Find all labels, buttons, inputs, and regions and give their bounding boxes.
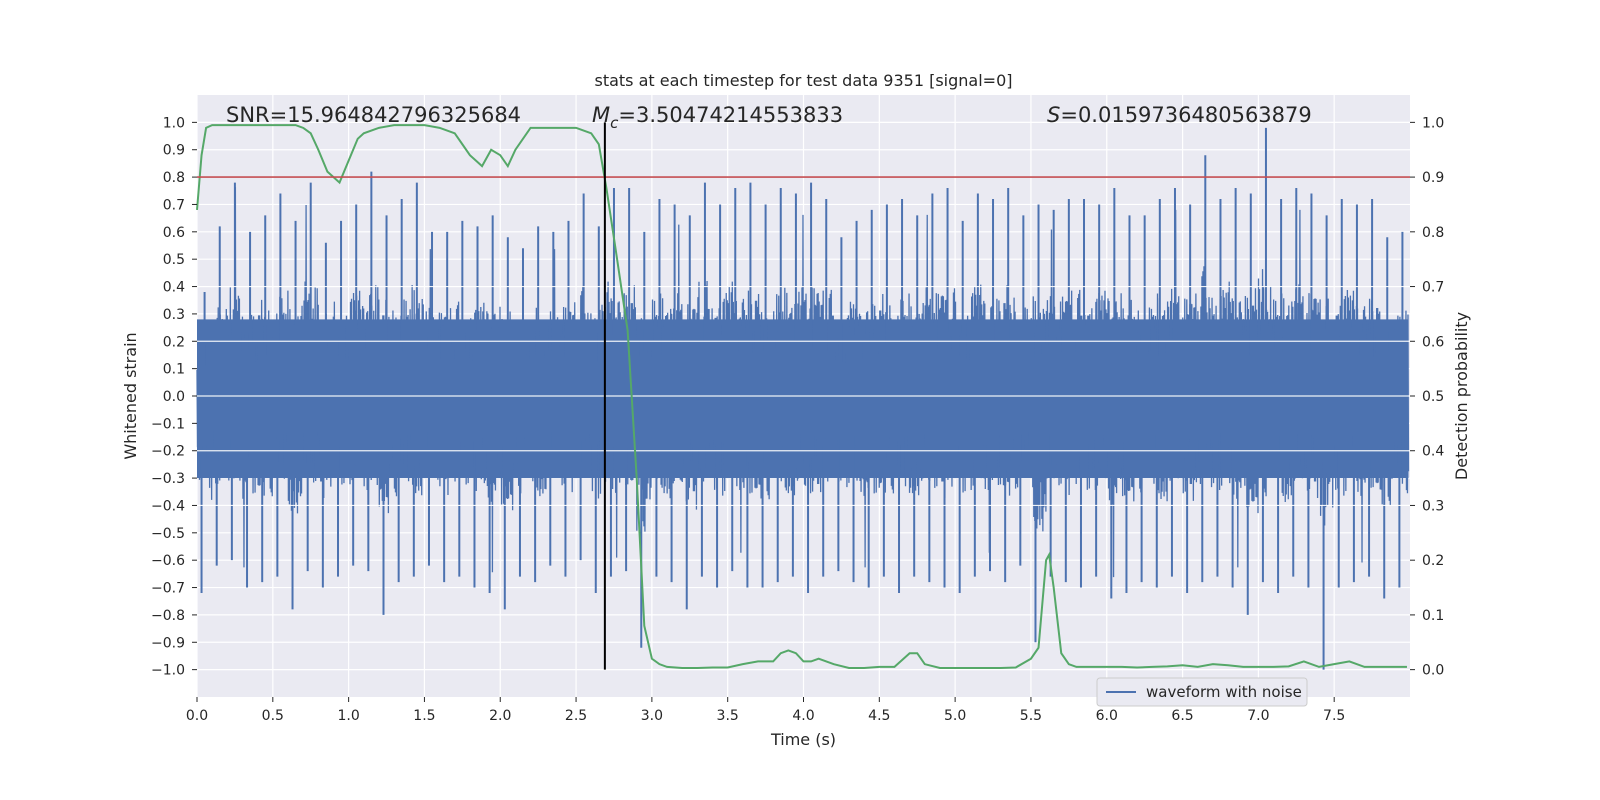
x-tick-label: 3.5: [717, 708, 739, 724]
x-tick-label: 4.5: [868, 708, 890, 724]
x-tick-label: 2.0: [489, 708, 511, 724]
s-symbol: S: [1047, 103, 1060, 127]
x-tick-label: 2.5: [565, 708, 587, 724]
probability-series: [196, 124, 1407, 669]
y-tick-label: 0.5: [163, 252, 185, 268]
mc-value: =3.50474214553833: [618, 103, 843, 127]
y-tick-label: −0.8: [151, 608, 185, 624]
y-axis-label: Whitened strain: [121, 332, 140, 459]
y-tick-label: −0.6: [151, 553, 185, 569]
y2-tick-label: 0.0: [1422, 663, 1444, 679]
y2-tick-label: 0.4: [1422, 444, 1444, 460]
y2-axis-label: Detection probability: [1452, 312, 1471, 480]
legend-label-waveform: waveform with noise: [1146, 683, 1302, 701]
y-tick-label: 0.4: [163, 280, 185, 296]
x-tick-label: 5.0: [944, 708, 966, 724]
x-tick-label: 4.0: [792, 708, 814, 724]
x-tick-label: 6.5: [1171, 708, 1193, 724]
y-tick-label: 0.0: [163, 389, 185, 405]
waveform-series: [196, 127, 1410, 670]
y2-tick-label: 1.0: [1422, 115, 1444, 131]
x-tick-label: 7.5: [1323, 708, 1345, 724]
y-tick-label: −0.4: [151, 498, 185, 514]
y-tick-label: 0.9: [163, 143, 185, 159]
x-tick-label: 5.5: [1020, 708, 1042, 724]
y2-tick-label: 0.8: [1422, 225, 1444, 241]
s-value: =0.0159736480563879: [1060, 103, 1311, 127]
legend-box: [1096, 677, 1308, 707]
y2-tick-label: 0.1: [1422, 608, 1444, 624]
y-tick-label: −0.7: [151, 581, 185, 597]
y-tick-label: 0.2: [163, 334, 185, 350]
reference-lines: [197, 122, 1410, 670]
y2-tick-label: 0.2: [1422, 553, 1444, 569]
y2-tick-label: 0.9: [1422, 170, 1444, 186]
y-tick-label: 0.1: [163, 362, 185, 378]
legend: waveform with noise: [1096, 677, 1308, 707]
y2-tick-label: 0.7: [1422, 280, 1444, 296]
y-tick-label: −0.3: [151, 471, 185, 487]
y-tick-label: 0.6: [163, 225, 185, 241]
snr-annotation: SNR=15.964842796325684: [226, 103, 521, 127]
mc-subscript: c: [610, 114, 619, 132]
x-axis-label: Time (s): [770, 730, 836, 749]
waveform-line: [196, 187, 1410, 578]
y-tick-label: −0.1: [151, 416, 185, 432]
x-tick-label: 1.0: [337, 708, 359, 724]
y2-tick-label: 0.6: [1422, 334, 1444, 350]
chart-title: stats at each timestep for test data 935…: [594, 71, 1012, 90]
s-annotation: S=0.0159736480563879: [1047, 103, 1312, 127]
x-tick-label: 0.0: [186, 708, 208, 724]
mc-annotation: Mc=3.50474214553833: [592, 103, 843, 132]
y-tick-label: 0.7: [163, 197, 185, 213]
y-tick-label: −0.5: [151, 526, 185, 542]
y-tick-label: 1.0: [163, 115, 185, 131]
probability-line: [196, 124, 1407, 669]
mc-symbol: M: [592, 103, 610, 127]
x-tick-label: 0.5: [262, 708, 284, 724]
x-tick-label: 6.0: [1096, 708, 1118, 724]
y2-tick-label: 0.3: [1422, 498, 1444, 514]
x-tick-label: 7.0: [1247, 708, 1269, 724]
y-tick-label: 0.3: [163, 307, 185, 323]
y2-tick-label: 0.5: [1422, 389, 1444, 405]
y-tick-label: −1.0: [151, 663, 185, 679]
x-tick-label: 1.5: [413, 708, 435, 724]
y-tick-label: 0.8: [163, 170, 185, 186]
y-tick-label: −0.2: [151, 444, 185, 460]
y-tick-label: −0.9: [151, 635, 185, 651]
x-tick-label: 3.0: [641, 708, 663, 724]
tick-labels: 0.0 0.5 1.0 1.5 2.0 2.5 3.0 3.5 4.0 4.5 5.0 5.5 6.0 6…: [151, 115, 1444, 724]
